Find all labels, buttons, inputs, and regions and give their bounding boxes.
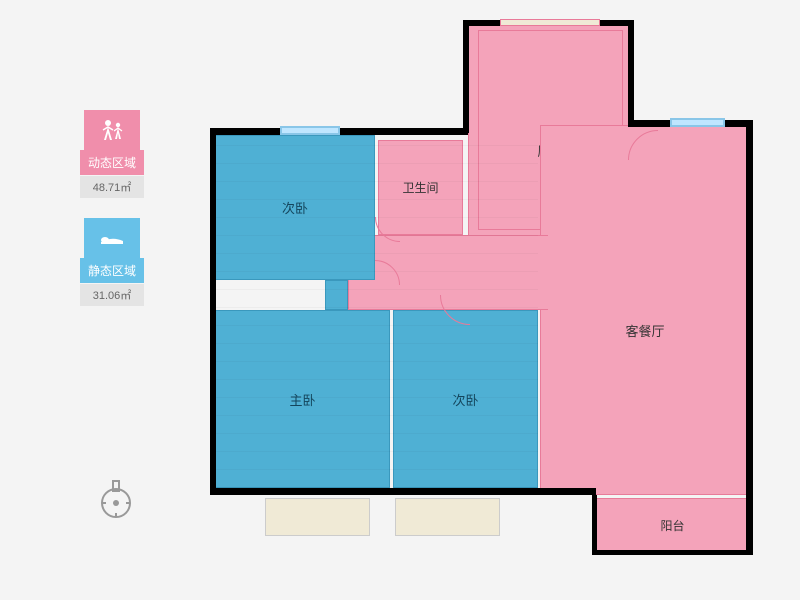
room-balcony-label: 阳台 <box>660 517 684 534</box>
room-master-label: 主卧 <box>289 390 315 409</box>
room-corridor <box>325 280 348 310</box>
room-bed2-top: 次卧 <box>215 135 375 280</box>
legend-static-value: 31.06㎡ <box>80 284 144 306</box>
window <box>670 118 725 127</box>
room-living-label: 客餐厅 <box>625 321 664 340</box>
wall <box>746 495 753 555</box>
wall <box>210 488 542 495</box>
wall <box>746 120 753 498</box>
sleep-icon <box>97 228 127 248</box>
wall <box>538 488 596 495</box>
wall <box>592 495 597 553</box>
wall <box>463 20 469 133</box>
legend-panel: 动态区域 48.71㎡ 静态区域 31.06㎡ <box>80 110 144 326</box>
people-icon <box>98 118 126 142</box>
room-living: 客餐厅 <box>540 125 750 495</box>
window-bay <box>395 498 500 536</box>
wall <box>628 20 634 125</box>
wall <box>592 550 753 555</box>
window <box>280 126 340 135</box>
room-bed2-bot-label: 次卧 <box>452 390 478 409</box>
legend-static: 静态区域 31.06㎡ <box>80 218 144 306</box>
room-bathroom-label: 卫生间 <box>402 179 438 196</box>
legend-dynamic-label: 动态区域 <box>80 150 144 175</box>
window-bay <box>265 498 370 536</box>
legend-static-label: 静态区域 <box>80 258 144 283</box>
legend-dynamic-value: 48.71㎡ <box>80 176 144 198</box>
wall <box>210 128 216 493</box>
legend-dynamic: 动态区域 48.71㎡ <box>80 110 144 198</box>
window <box>500 19 600 26</box>
room-bed2-top-label: 次卧 <box>282 198 308 217</box>
room-master: 主卧 <box>215 310 390 488</box>
legend-static-icon <box>84 218 140 258</box>
floorplan: 厨房 客餐厅 卫生间 阳台 次卧 主卧 次卧 <box>210 20 755 570</box>
room-bed2-bot: 次卧 <box>393 310 538 488</box>
legend-dynamic-icon <box>84 110 140 150</box>
room-balcony: 阳台 <box>595 498 750 553</box>
compass-icon <box>96 475 136 523</box>
